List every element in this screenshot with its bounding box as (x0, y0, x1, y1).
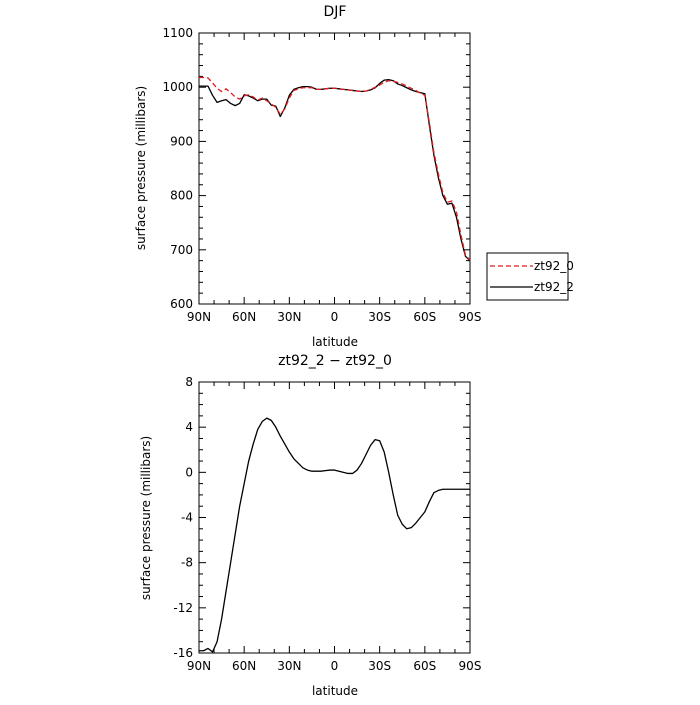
series-group (199, 417, 470, 653)
y-tick-label: 900 (170, 134, 193, 148)
panel-title: DJF (324, 4, 347, 20)
x-tick-label: 30N (277, 310, 301, 324)
tick-label-group: 90N 60N 30N 0 30S 60S 90S 600 700 800 900 1000 1100 (162, 26, 481, 324)
x-tick-label: 60S (413, 310, 436, 324)
x-tick-label: 90S (459, 310, 482, 324)
y-tick-label: 1100 (162, 26, 193, 40)
series-line-zt92_0 (199, 76, 471, 261)
x-tick-label: 60N (232, 310, 256, 324)
tick-group (198, 32, 471, 305)
legend: zt92_0 zt92_2 (486, 252, 574, 301)
y-tick-label: 600 (170, 297, 193, 311)
y-axis-title: surface pressure (millibars) (139, 436, 153, 600)
y-tick-label: -8 (181, 556, 193, 570)
y-tick-label: 8 (185, 375, 193, 389)
y-tick-label: 4 (185, 420, 193, 434)
tick-label-group: 90N 60N 30N 0 30S 60S 90S -16 -12 -8 -4 0 4 8 (173, 375, 481, 673)
legend-box (486, 252, 569, 301)
x-tick-label: 30N (277, 659, 301, 673)
y-tick-label: -16 (173, 646, 193, 660)
legend-label-zt92-0: zt92_0 (534, 259, 574, 273)
x-tick-label: 0 (331, 310, 339, 324)
tick-group (198, 381, 471, 654)
y-tick-label: 700 (170, 243, 193, 257)
y-tick-label: -4 (181, 511, 193, 525)
series-line-series-0 (199, 417, 470, 653)
y-tick-label: 0 (185, 465, 193, 479)
panel-difference: zt92_2 − zt92_0 90N 60N 30N 0 30S 60S 90S -16 -1… (139, 353, 481, 698)
x-tick-label: 90S (459, 659, 482, 673)
x-tick-label: 30S (368, 310, 391, 324)
y-tick-label: -12 (173, 601, 193, 615)
plot-frame (198, 381, 471, 654)
plot-frame (198, 32, 471, 305)
x-tick-label: 60S (413, 659, 436, 673)
x-tick-label: 90N (187, 310, 211, 324)
panel-title: zt92_2 − zt92_0 (278, 353, 392, 369)
x-axis-title: latitude (312, 684, 358, 698)
y-tick-label: 800 (170, 189, 193, 203)
legend-label-zt92-2: zt92_2 (534, 280, 574, 294)
x-tick-label: 0 (331, 659, 339, 673)
y-axis-title: surface pressure (millibars) (134, 86, 148, 250)
panel-djf: DJF 90N 60N 30N 0 30S 60S 90S 600 700 800 900 1000 1… (134, 4, 574, 349)
y-tick-label: 1000 (162, 80, 193, 94)
x-tick-label: 90N (187, 659, 211, 673)
x-axis-title: latitude (312, 335, 358, 349)
x-tick-label: 30S (368, 659, 391, 673)
x-tick-label: 60N (232, 659, 256, 673)
series-line-zt92_2 (199, 78, 471, 262)
series-group (199, 76, 471, 262)
